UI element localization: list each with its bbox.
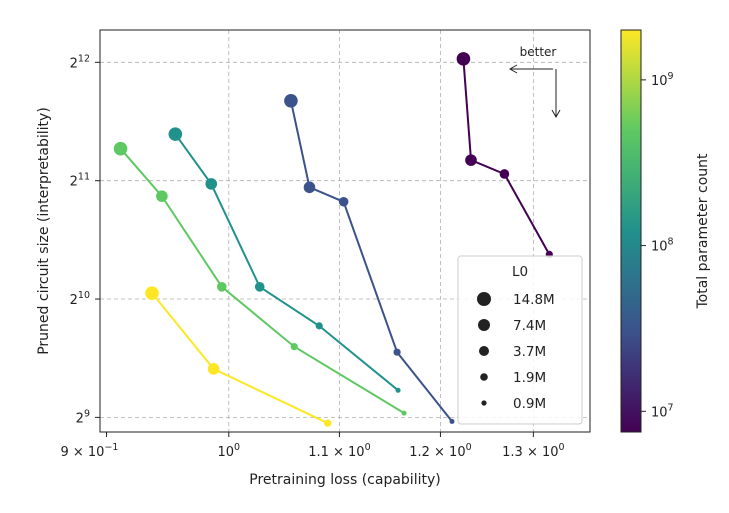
x-tick-label: 1.2 × 100	[409, 442, 471, 460]
legend-entries: 14.8M 7.4M 3.7M 1.9M 0.9M	[477, 292, 555, 412]
better-label: better	[520, 45, 557, 59]
axis-ticks: 9 × 10−1 100 1.1 × 100 1.2 × 100 1.3 × 100 29…	[60, 53, 564, 460]
y-axis-title: Pruned circuit size (interpretability)	[36, 107, 52, 355]
legend-marker	[477, 292, 491, 306]
legend-label: 1.9M	[513, 370, 546, 386]
data-point	[499, 169, 510, 179]
data-point	[290, 343, 298, 351]
data-point	[315, 322, 323, 330]
data-point	[393, 348, 401, 356]
legend-label: 0.9M	[513, 396, 546, 412]
data-point	[216, 282, 227, 292]
data-point	[284, 93, 298, 108]
series-line	[462, 58, 551, 255]
colorbar-tick-label: 109	[651, 71, 674, 89]
data-point	[324, 419, 332, 427]
legend-marker	[480, 373, 488, 381]
colorbar-gradient	[620, 29, 642, 433]
data-point	[254, 282, 265, 292]
legend-marker	[479, 346, 489, 356]
legend: L0 14.8M 7.4M 3.7M 1.9M 0.9M	[457, 255, 583, 425]
data-point	[456, 52, 471, 66]
data-point	[338, 196, 349, 207]
colorbar-tick-label: 107	[651, 402, 674, 420]
series-line	[151, 292, 329, 425]
data-point	[449, 418, 455, 424]
plot-frame	[99, 29, 591, 433]
x-tick-label: 9 × 10−1	[60, 442, 118, 460]
legend-marker	[478, 319, 490, 331]
y-tick-label: 210	[70, 290, 90, 308]
series-line	[289, 100, 453, 423]
data-point	[156, 190, 168, 203]
series-line	[119, 148, 405, 414]
y-tick-label: 212	[70, 53, 90, 71]
x-tick-label: 1.3 × 100	[502, 442, 564, 460]
better-annotation: better	[508, 45, 561, 119]
legend-marker	[481, 400, 487, 406]
data-point	[168, 127, 183, 141]
data-point	[303, 181, 316, 194]
data-point	[465, 154, 477, 166]
data-point	[207, 363, 220, 375]
y-tick-label: 29	[76, 408, 90, 426]
x-axis-title: Pretraining loss (capability)	[249, 472, 440, 488]
x-tick-label: 100	[217, 442, 240, 460]
colorbar-ticks: 107 108 109	[641, 71, 674, 420]
colorbar-tick-label: 108	[651, 237, 674, 255]
better-arrow-down-head	[551, 109, 561, 119]
data-point	[113, 141, 128, 156]
legend-label: 3.7M	[513, 344, 546, 360]
legend-label: 7.4M	[513, 318, 546, 334]
colorbar-title: Total parameter count	[695, 153, 711, 310]
legend-label: 14.8M	[513, 292, 555, 308]
data-point	[395, 387, 401, 393]
legend-title: L0	[512, 264, 528, 280]
better-arrow-left-head	[508, 64, 518, 74]
colorbar: 107 108 109 Total parameter count	[620, 29, 711, 433]
data-point	[205, 178, 218, 190]
series-layer	[113, 52, 553, 427]
x-tick-label: 1.1 × 100	[308, 442, 370, 460]
data-point	[145, 286, 159, 300]
data-point	[401, 410, 407, 416]
y-tick-label: 211	[70, 172, 90, 190]
